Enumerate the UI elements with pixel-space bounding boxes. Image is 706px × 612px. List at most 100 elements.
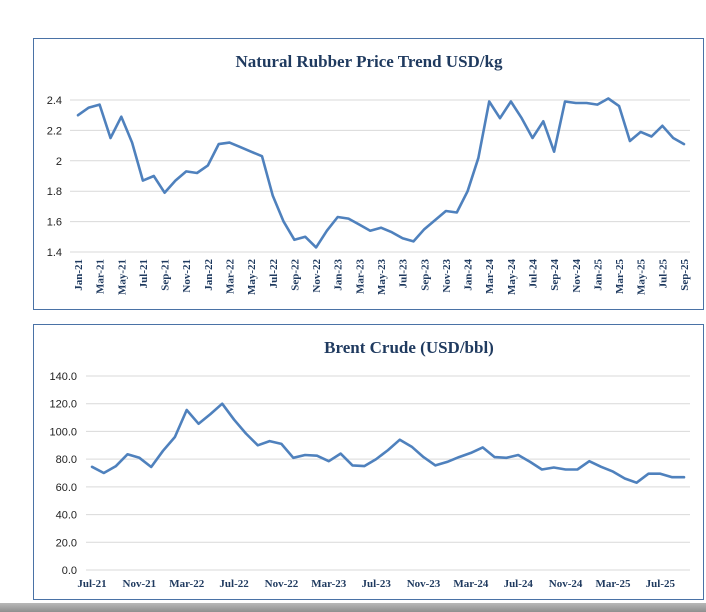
brent-data-point: [624, 477, 626, 480]
rubber-data-point: [553, 150, 555, 153]
rubber-data-point: [412, 240, 415, 243]
rubber-data-point: [347, 217, 350, 220]
rubber-data-point: [304, 236, 307, 238]
rubber-data-point: [185, 170, 187, 173]
rubber-data-point: [445, 210, 447, 212]
brent-data-point: [304, 454, 306, 456]
brent-data-point: [150, 466, 152, 468]
brent-data-point: [683, 476, 685, 478]
rubber-data-point: [358, 223, 361, 226]
brent-data-point: [541, 468, 543, 471]
brent-xtick-label: Nov-23: [407, 578, 441, 590]
brent-data-point: [387, 449, 389, 451]
brent-data-point: [493, 456, 496, 458]
brent-ytick-label: 0.0: [62, 565, 77, 577]
rubber-xtick-label: Nov-22: [311, 259, 323, 293]
brent-data-point: [339, 452, 342, 455]
rubber-xtick-label: Mar-23: [354, 259, 366, 295]
rubber-xtick-label: Sep-22: [289, 259, 301, 291]
rubber-data-point: [261, 155, 263, 157]
rubber-data-point: [380, 226, 382, 229]
brent-chart: Brent Crude (USD/bbl) 0.0 20.0 40.0 60.0 80.…: [49, 338, 690, 590]
rubber-xtick-label: Jan-21: [73, 259, 85, 291]
rubber-data-point: [77, 114, 79, 116]
rubber-data-point: [466, 190, 469, 192]
brent-data-point: [505, 457, 508, 459]
rubber-chart: Natural Rubber Price Trend USD/kg 1.4 1.6…: [47, 52, 691, 296]
rubber-xtick-label: Jul-24: [528, 259, 540, 289]
brent-chart-panel: Brent Crude (USD/bbl) 0.0 20.0 40.0 60.0 80.…: [33, 324, 704, 600]
rubber-data-point: [196, 172, 198, 174]
rubber-data-point: [510, 100, 512, 103]
brent-data-point: [114, 465, 117, 468]
rubber-ytick-label: 2.2: [47, 125, 62, 137]
brent-data-point: [470, 452, 472, 454]
rubber-data-point: [336, 216, 339, 218]
brent-data-point: [221, 402, 223, 405]
rubber-xtick-label: Nov-24: [571, 259, 583, 293]
rubber-series-line: [76, 97, 686, 249]
rubber-data-point: [142, 179, 144, 182]
brent-data-point: [316, 454, 318, 457]
rubber-data-point: [391, 231, 393, 233]
brent-data-point: [647, 472, 650, 475]
brent-data-point: [328, 460, 330, 462]
brent-data-point: [280, 443, 283, 445]
brent-data-point: [612, 470, 614, 473]
rubber-xtick-label: Sep-21: [160, 259, 172, 291]
brent-data-point: [162, 450, 164, 452]
brent-data-point: [138, 457, 141, 459]
rubber-xtick-label: Jan-23: [333, 259, 345, 291]
brent-data-point: [268, 440, 271, 442]
brent-data-point: [553, 466, 555, 469]
rubber-data-point: [120, 115, 123, 118]
rubber-data-point: [369, 229, 372, 232]
brent-series-line: [90, 402, 686, 484]
rubber-chart-panel: Natural Rubber Price Trend USD/kg 1.4 1.6…: [33, 38, 704, 310]
brent-ytick-label: 140.0: [49, 371, 77, 383]
brent-data-point: [635, 481, 638, 484]
rubber-xtick-label: Sep-24: [549, 259, 561, 291]
rubber-data-point: [434, 219, 436, 221]
rubber-xtick-label: May-25: [636, 259, 648, 296]
brent-data-point: [375, 458, 378, 460]
rubber-data-point: [228, 141, 231, 144]
brent-data-point: [458, 456, 460, 458]
rubber-xtick-label: Mar-25: [614, 259, 626, 295]
rubber-xtick-label: Nov-21: [181, 259, 193, 293]
brent-xtick-label: Jul-23: [361, 578, 391, 590]
rubber-ytick-label: 1.6: [47, 217, 62, 229]
rubber-data-point: [542, 120, 545, 123]
rubber-data-point: [683, 143, 685, 145]
rubber-data-point: [661, 125, 664, 127]
brent-xtick-label: Jul-24: [504, 578, 534, 590]
brent-data-point: [197, 423, 200, 425]
brent-xtick-label: Jul-25: [646, 578, 676, 590]
rubber-data-point: [672, 137, 674, 139]
rubber-data-point: [629, 140, 631, 142]
rubber-xtick-label: Jul-23: [398, 259, 410, 289]
rubber-data-point: [456, 211, 458, 214]
rubber-data-point: [109, 137, 112, 139]
brent-xtick-label: Mar-25: [595, 578, 631, 590]
brent-data-point: [351, 464, 354, 467]
rubber-ytick-label: 1.8: [47, 186, 62, 198]
rubber-xtick-label: May-23: [376, 259, 388, 296]
rubber-data-point: [477, 157, 480, 159]
rubber-data-point: [585, 102, 588, 104]
rubber-xtick-label: Jan-24: [463, 259, 475, 291]
brent-data-point: [481, 446, 484, 449]
rubber-data-point: [499, 117, 501, 119]
rubber-data-point: [282, 220, 285, 223]
rubber-data-point: [564, 100, 566, 103]
rubber-data-point: [596, 103, 599, 106]
brent-data-point: [363, 465, 366, 467]
brent-data-point: [126, 453, 129, 456]
rubber-xtick-label: Mar-21: [95, 259, 107, 294]
rubber-xtick-label: May-21: [116, 259, 128, 295]
rubber-xtick-label: Mar-24: [484, 259, 496, 295]
brent-ytick-label: 60.0: [56, 482, 77, 494]
rubber-xtick-label: Jan-22: [203, 259, 215, 291]
brent-xtick-label: Nov-24: [549, 578, 583, 590]
brent-data-point: [233, 418, 235, 421]
